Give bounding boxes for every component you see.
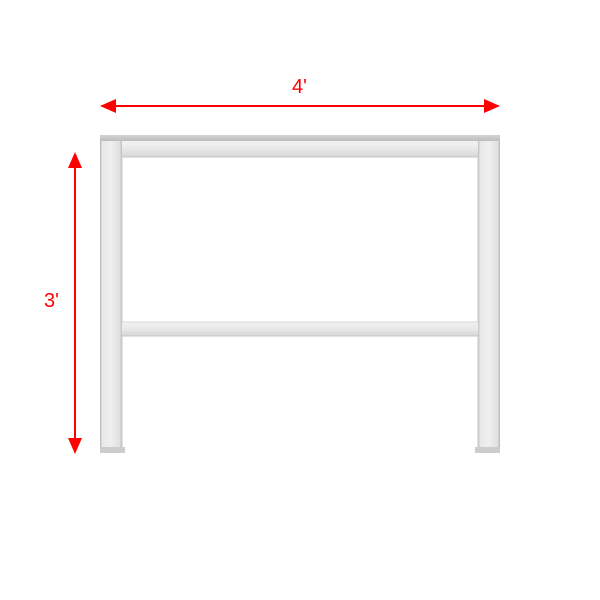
height-arrow-down bbox=[68, 438, 82, 454]
height-arrow-up bbox=[68, 152, 82, 168]
height-dimension-line bbox=[74, 165, 76, 440]
diagram-canvas: 4' 3' bbox=[0, 0, 600, 600]
width-label: 4' bbox=[292, 76, 307, 99]
railing-structure bbox=[100, 135, 500, 453]
width-arrow-left bbox=[100, 99, 116, 113]
width-arrow-right bbox=[484, 99, 500, 113]
height-label: 3' bbox=[44, 290, 59, 313]
width-dimension-line bbox=[113, 105, 487, 107]
